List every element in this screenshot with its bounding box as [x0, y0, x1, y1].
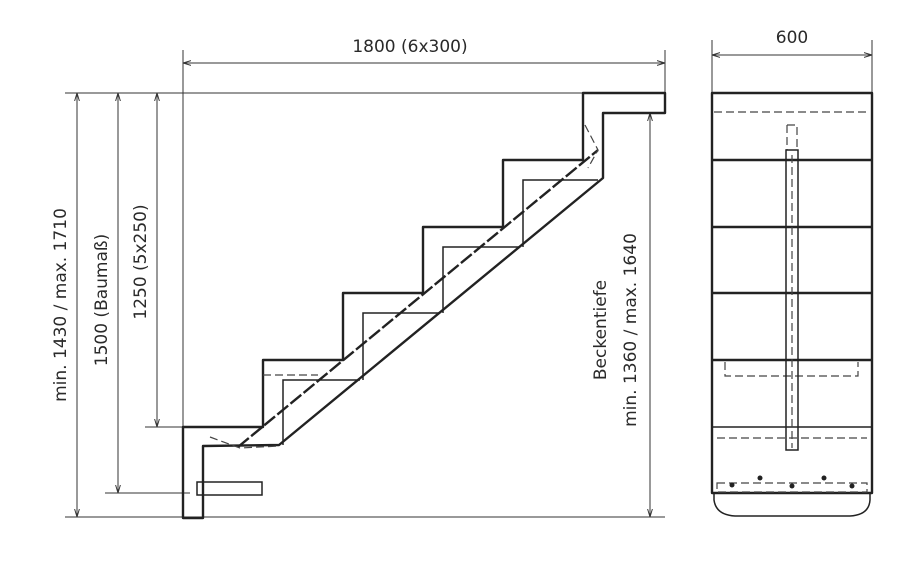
front-view-stair: [710, 91, 874, 517]
side-view-stair: [181, 91, 667, 520]
front-width-label: 600: [776, 28, 808, 48]
step-height-label: 1250 (5x250): [131, 204, 151, 319]
anchor-foot: [196, 481, 263, 496]
pool-depth-title: Beckentiefe: [591, 280, 611, 380]
construction-height-label: 1500 (Baumaß): [92, 234, 112, 366]
width-label: 1800 (6x300): [352, 37, 467, 57]
pool-depth-label: min. 1360 / max. 1640: [621, 233, 641, 427]
reference-lines: [65, 50, 666, 518]
total-height-label: min. 1430 / max. 1710: [51, 208, 71, 402]
